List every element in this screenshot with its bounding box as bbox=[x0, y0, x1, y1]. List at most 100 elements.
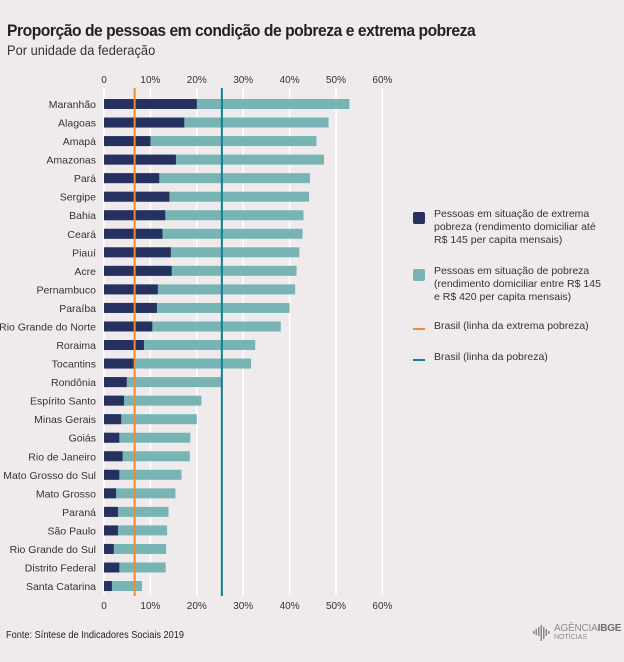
category-label: Roraima bbox=[56, 340, 96, 352]
bar-extreme-poverty bbox=[104, 173, 160, 184]
bar-poverty bbox=[104, 451, 190, 462]
chart-subtitle: Por unidade da federação bbox=[7, 42, 156, 58]
agencia-ibge-logo: AGÊNCIAIBGE NOTÍCIAS bbox=[533, 624, 621, 642]
bar-extreme-poverty bbox=[104, 265, 172, 276]
x-tick-label-bottom: 50% bbox=[326, 601, 346, 612]
x-tick-label-bottom: 10% bbox=[140, 601, 160, 612]
category-label: Rio de Janeiro bbox=[28, 451, 96, 463]
category-label: Bahia bbox=[69, 210, 96, 222]
bar-extreme-poverty bbox=[104, 358, 136, 369]
legend-label: Brasil (linha da pobreza) bbox=[434, 351, 548, 363]
bar-extreme-poverty bbox=[104, 154, 176, 165]
category-label: Paraná bbox=[62, 507, 96, 519]
bar-extreme-poverty bbox=[104, 284, 158, 295]
category-label: Goiás bbox=[69, 433, 96, 445]
bar-extreme-poverty bbox=[104, 414, 122, 425]
chart-title: Proporção de pessoas em condição de pobr… bbox=[7, 21, 476, 40]
x-tick-label-bottom: 40% bbox=[280, 601, 300, 612]
legend-label: Pessoas em situação de pobreza (rendimen… bbox=[434, 265, 601, 303]
x-tick-label-top: 50% bbox=[326, 75, 346, 86]
category-label: Distrito Federal bbox=[25, 563, 96, 575]
logo-text-ibge: IBGE bbox=[597, 623, 622, 634]
x-tick-label-bottom: 30% bbox=[233, 601, 253, 612]
bar-extreme-poverty bbox=[104, 525, 118, 536]
category-label: Amazonas bbox=[46, 155, 96, 167]
legend-item-poverty-line: Brasil (linha da pobreza) bbox=[413, 351, 604, 364]
x-tick-label-top: 0 bbox=[101, 75, 107, 86]
category-label: Tocantins bbox=[52, 359, 96, 371]
category-label: Mato Grosso bbox=[36, 488, 96, 500]
x-tick-label-bottom: 60% bbox=[372, 601, 392, 612]
x-tick-label-top: 40% bbox=[280, 75, 300, 86]
bar-poverty bbox=[104, 117, 329, 128]
bar-extreme-poverty bbox=[104, 191, 170, 202]
bar-poverty bbox=[104, 99, 350, 109]
bar-extreme-poverty bbox=[104, 488, 117, 499]
bar-extreme-poverty bbox=[104, 432, 120, 443]
legend-item-poverty: Pessoas em situação de pobreza (rendimen… bbox=[413, 265, 604, 304]
x-axis-bottom: 0 10% 20% 30% 40% 50% 60% bbox=[101, 601, 392, 612]
legend-item-extreme-line: Brasil (linha da extrema pobreza) bbox=[413, 320, 604, 333]
legend-swatch-extreme-poverty bbox=[413, 212, 425, 224]
bar-poverty bbox=[104, 228, 303, 239]
legend-item-extreme-poverty: Pessoas em situação de extrema pobreza (… bbox=[413, 208, 604, 247]
category-label: Amapá bbox=[63, 136, 96, 148]
category-label: Minas Gerais bbox=[34, 414, 96, 426]
x-tick-label-bottom: 20% bbox=[187, 601, 207, 612]
legend-line-poverty bbox=[413, 359, 425, 361]
bar-extreme-poverty bbox=[104, 340, 144, 351]
bar-extreme-poverty bbox=[104, 562, 120, 573]
bar-poverty bbox=[104, 395, 202, 406]
category-label: Sergipe bbox=[60, 192, 96, 204]
bar-extreme-poverty bbox=[104, 99, 197, 109]
bar-extreme-poverty bbox=[104, 451, 123, 462]
category-label: Rondônia bbox=[51, 377, 96, 389]
category-label: Pará bbox=[74, 173, 96, 185]
category-label: Maranhão bbox=[49, 99, 96, 111]
bar-extreme-poverty bbox=[104, 506, 118, 517]
y-axis-categories: Maranhão Alagoas Amapá Amazonas Pará Sergipe B… bbox=[0, 99, 96, 593]
ibge-logo-icon bbox=[533, 625, 550, 641]
bar-poverty bbox=[104, 469, 182, 480]
bar-poverty bbox=[104, 581, 143, 592]
reference-lines bbox=[133, 88, 223, 596]
bar-extreme-poverty bbox=[104, 117, 185, 128]
bar-poverty bbox=[104, 321, 281, 332]
category-label: Piauí bbox=[72, 247, 96, 259]
bar-extreme-poverty bbox=[104, 136, 151, 147]
x-axis-top: 0 10% 20% 30% 40% 50% 60% bbox=[101, 75, 392, 86]
source-note: Fonte: Síntese de Indicadores Sociais 20… bbox=[6, 630, 184, 641]
legend-line-extreme bbox=[413, 328, 425, 330]
bar-poverty bbox=[104, 154, 324, 165]
x-tick-label-top: 60% bbox=[372, 75, 392, 86]
bar-poverty bbox=[104, 265, 297, 276]
bar-poverty bbox=[104, 414, 197, 425]
bars bbox=[104, 99, 350, 592]
bar-extreme-poverty bbox=[104, 543, 114, 554]
bar-extreme-poverty bbox=[104, 377, 127, 388]
x-tick-label-top: 30% bbox=[233, 75, 253, 86]
x-tick-label-top: 10% bbox=[140, 75, 160, 86]
bar-poverty bbox=[104, 488, 176, 499]
category-label: São Paulo bbox=[48, 525, 97, 537]
x-tick-label-bottom: 0 bbox=[101, 601, 107, 612]
category-label: Pernambuco bbox=[36, 284, 96, 296]
bar-poverty bbox=[104, 340, 256, 351]
bar-extreme-poverty bbox=[104, 581, 112, 592]
category-label: Paraíba bbox=[59, 303, 96, 315]
bar-poverty bbox=[104, 432, 191, 443]
legend-label: Brasil (linha da extrema pobreza) bbox=[434, 320, 589, 332]
bar-poverty bbox=[104, 302, 290, 313]
category-label: Rio Grande do Sul bbox=[10, 544, 96, 556]
category-label: Ceará bbox=[67, 229, 96, 241]
bar-extreme-poverty bbox=[104, 228, 163, 239]
legend-label: Pessoas em situação de extrema pobreza (… bbox=[434, 208, 596, 246]
bar-poverty bbox=[104, 247, 300, 258]
category-label: Mato Grosso do Sul bbox=[3, 470, 96, 482]
logo-text-noticias: NOTÍCIAS bbox=[554, 634, 588, 641]
bar-extreme-poverty bbox=[104, 321, 153, 332]
bar-poverty bbox=[104, 191, 310, 202]
category-label: Rio Grande do Norte bbox=[0, 321, 96, 333]
bar-poverty bbox=[104, 284, 296, 295]
